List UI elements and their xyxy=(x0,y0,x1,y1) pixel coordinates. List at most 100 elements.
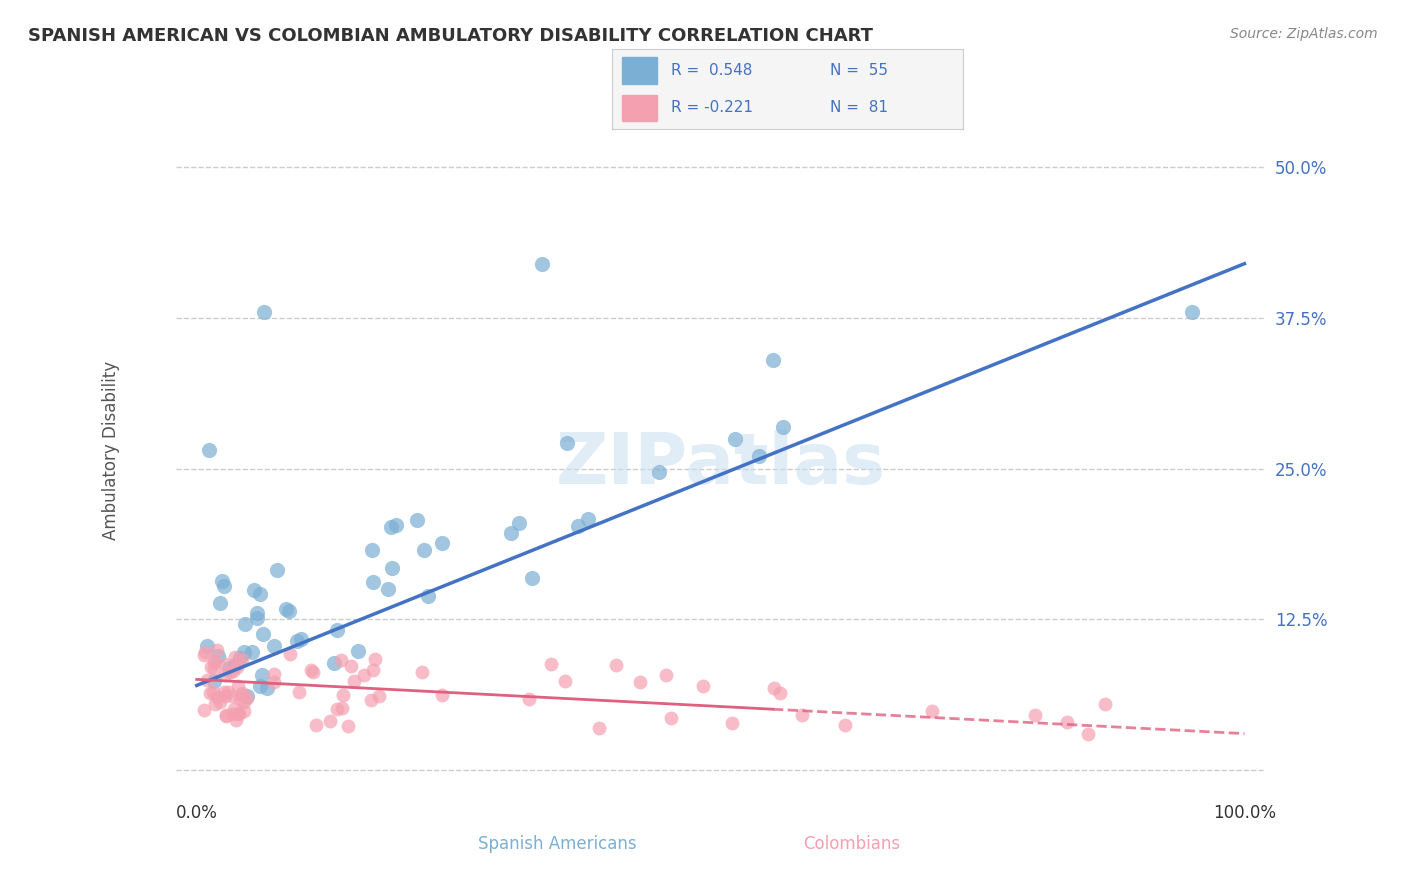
Point xyxy=(212,685,235,699)
Point xyxy=(233,695,256,709)
Point xyxy=(380,520,402,534)
Point xyxy=(197,443,219,458)
Point xyxy=(214,689,236,703)
Point xyxy=(361,663,384,677)
Point xyxy=(204,655,226,669)
Point xyxy=(252,627,274,641)
Point xyxy=(222,707,245,722)
Y-axis label: Ambulatory Disability: Ambulatory Disability xyxy=(103,361,120,540)
Point xyxy=(605,657,627,672)
Bar xyxy=(621,57,657,84)
Point xyxy=(274,602,297,616)
Point xyxy=(214,657,236,672)
Point xyxy=(193,703,215,717)
Point xyxy=(211,574,233,588)
Point xyxy=(347,644,370,658)
Point xyxy=(208,596,231,610)
Point xyxy=(204,697,226,711)
Point xyxy=(202,656,225,670)
Point xyxy=(242,582,264,597)
Point xyxy=(200,660,222,674)
Point xyxy=(508,516,530,530)
Point xyxy=(325,702,347,716)
Point xyxy=(332,688,354,702)
Point xyxy=(202,662,225,676)
Point xyxy=(1077,726,1099,740)
Point xyxy=(692,679,714,693)
Point xyxy=(233,704,256,718)
Point xyxy=(921,704,943,718)
Point xyxy=(263,667,285,681)
Point xyxy=(288,684,311,698)
Point xyxy=(360,693,382,707)
Point xyxy=(221,689,243,703)
Text: N =  55: N = 55 xyxy=(830,63,887,78)
Point xyxy=(364,652,387,666)
Point xyxy=(724,432,747,446)
Point xyxy=(385,517,408,532)
Point xyxy=(517,691,540,706)
Point xyxy=(834,718,856,732)
Point xyxy=(769,686,792,700)
Point xyxy=(305,718,328,732)
Point xyxy=(218,665,240,680)
Point xyxy=(721,716,744,731)
Point xyxy=(202,674,225,689)
Point xyxy=(413,542,436,557)
Point xyxy=(1056,714,1078,729)
Point xyxy=(790,707,813,722)
Point xyxy=(202,684,225,698)
Text: Source: ZipAtlas.com: Source: ZipAtlas.com xyxy=(1230,27,1378,41)
Point xyxy=(225,714,247,728)
Point xyxy=(222,702,245,716)
Point xyxy=(197,640,219,654)
Point xyxy=(628,675,651,690)
Point xyxy=(336,719,359,733)
Point xyxy=(302,665,325,680)
Point xyxy=(576,512,599,526)
Point xyxy=(416,590,439,604)
Point xyxy=(246,606,269,620)
Point xyxy=(1024,708,1046,723)
Point xyxy=(353,668,375,682)
Point xyxy=(278,648,301,662)
Point xyxy=(229,692,252,706)
Point xyxy=(228,651,250,665)
Point xyxy=(215,709,238,723)
Text: Colombians: Colombians xyxy=(803,835,900,853)
Point xyxy=(381,561,404,575)
Point xyxy=(231,686,253,700)
Point xyxy=(226,655,249,669)
Point xyxy=(266,563,288,577)
Point xyxy=(588,721,610,735)
Point xyxy=(250,668,273,682)
Point xyxy=(330,701,353,715)
Point xyxy=(249,679,271,693)
Bar xyxy=(621,95,657,121)
Point xyxy=(207,690,229,704)
Point xyxy=(277,603,299,617)
Point xyxy=(235,690,257,705)
Text: N =  81: N = 81 xyxy=(830,100,887,115)
Point xyxy=(763,681,786,696)
Point xyxy=(218,661,240,675)
Point xyxy=(240,645,263,659)
Point xyxy=(377,582,399,597)
Point xyxy=(326,623,349,637)
Point xyxy=(299,663,322,677)
Point xyxy=(323,656,346,670)
Point xyxy=(212,578,235,592)
Point xyxy=(249,587,271,601)
Point xyxy=(228,707,250,722)
Point xyxy=(363,575,385,590)
Point xyxy=(430,688,453,702)
Point xyxy=(226,660,249,674)
Point xyxy=(648,466,671,480)
Text: R =  0.548: R = 0.548 xyxy=(672,63,752,78)
Point xyxy=(215,707,238,722)
Point xyxy=(540,657,562,671)
Point xyxy=(361,542,384,557)
Point xyxy=(194,645,217,659)
Point xyxy=(319,714,342,728)
Point xyxy=(233,617,256,632)
